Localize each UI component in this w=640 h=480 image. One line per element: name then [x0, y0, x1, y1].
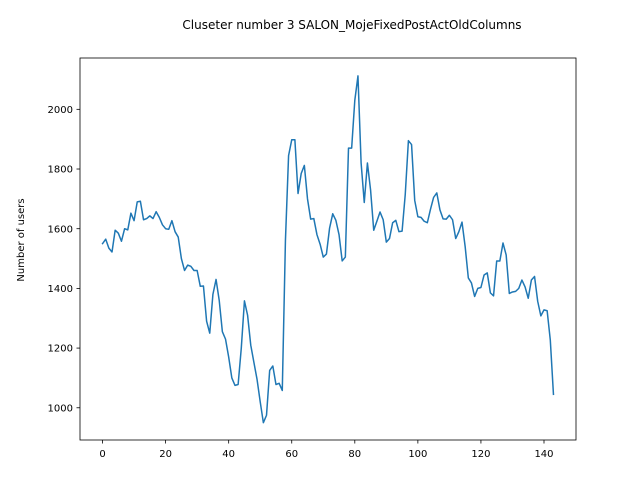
y-tick-label: 1600	[48, 224, 73, 235]
y-tick-label: 1000	[48, 403, 73, 414]
x-tick-label: 80	[348, 449, 361, 460]
x-tick-label: 60	[285, 449, 298, 460]
plot-frame	[79, 57, 577, 441]
series-line	[101, 75, 555, 424]
y-tick-label: 1200	[48, 344, 73, 355]
y-tick-label: 1800	[48, 165, 73, 176]
x-tick-label: 120	[471, 449, 490, 460]
x-tick-label: 0	[99, 449, 105, 460]
x-tick-label: 100	[408, 449, 427, 460]
y-axis-label: Number of users	[16, 198, 27, 281]
x-tick-label: 140	[534, 449, 553, 460]
x-tick-label: 40	[222, 449, 235, 460]
y-tick-label: 1400	[48, 284, 73, 295]
x-tick-label: 20	[159, 449, 172, 460]
chart-title: Cluseter number 3 SALON_MojeFixedPostAct…	[182, 18, 521, 32]
y-tick-label: 2000	[48, 105, 73, 116]
axis-ticks: 0 20 40 60 80 100 120 140 1000 1200 1400 1600 1800 20…	[48, 105, 554, 460]
